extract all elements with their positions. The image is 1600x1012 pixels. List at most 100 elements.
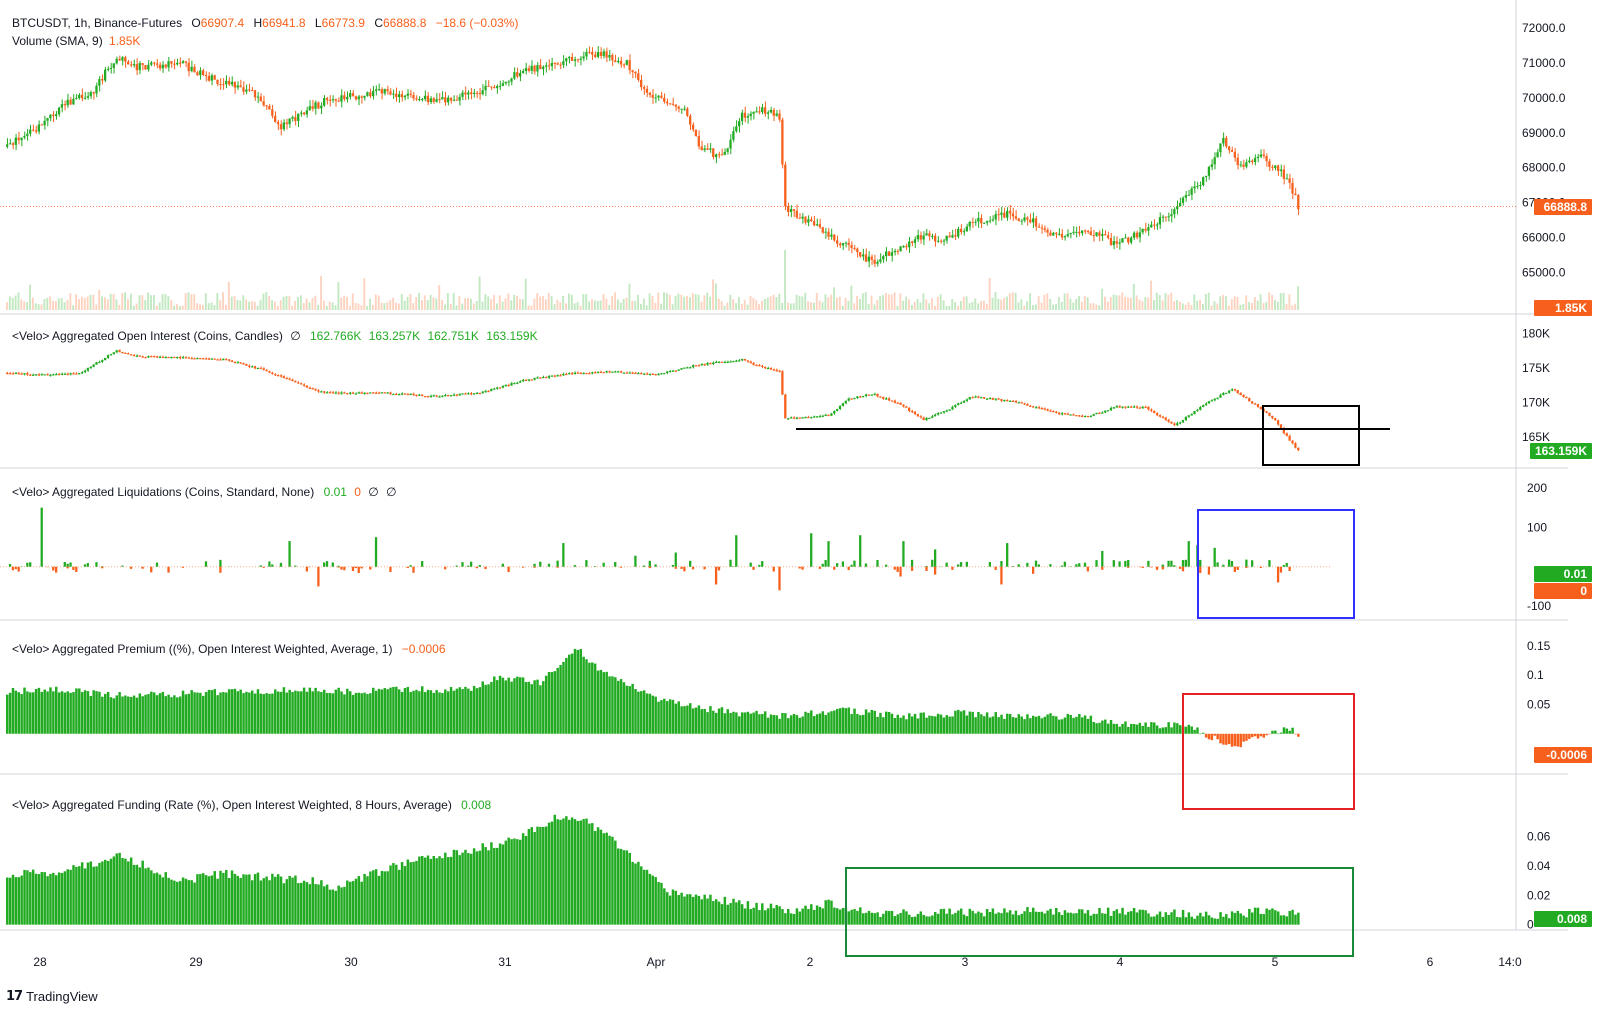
- price-candle: [1173, 209, 1176, 215]
- volume-bar: [331, 302, 334, 310]
- tradingview-watermark[interactable]: 𝟭𝟳 TradingView: [6, 988, 98, 1004]
- premium-bar: [34, 688, 38, 734]
- premium-bar: [1034, 716, 1038, 734]
- oi-candle: [608, 371, 611, 373]
- volume-bar: [219, 300, 222, 310]
- oi-candle: [965, 399, 968, 401]
- volume-bar: [1288, 294, 1291, 310]
- funding-bar: [1225, 914, 1228, 925]
- funding-bar: [887, 911, 891, 925]
- premium-bar: [1017, 714, 1021, 734]
- funding-bar: [78, 866, 81, 925]
- price-candle: [299, 112, 303, 114]
- funding-bar: [279, 876, 283, 925]
- price-candle: [694, 129, 698, 137]
- price-candle: [1129, 237, 1133, 243]
- oi-candle: [1274, 418, 1277, 421]
- oi-candle: [654, 374, 657, 376]
- volume-bar: [697, 294, 700, 310]
- premium-bar: [925, 717, 928, 734]
- premium-bar: [530, 684, 533, 734]
- oi-candle: [631, 372, 634, 374]
- funding-bar: [873, 913, 876, 925]
- volume-bar: [452, 293, 455, 310]
- oi-candle: [957, 403, 960, 406]
- premium-bar: [181, 690, 185, 734]
- price-candle: [216, 79, 219, 85]
- funding-bar: [233, 873, 237, 925]
- premium-bar: [1230, 733, 1234, 747]
- oi-candle: [674, 370, 677, 372]
- oi-candle: [749, 361, 752, 363]
- price-candle: [498, 85, 502, 87]
- oi-candle: [902, 404, 905, 407]
- oi-candle: [1075, 415, 1078, 417]
- premium-bar: [129, 696, 133, 734]
- funding-bar: [216, 878, 219, 925]
- funding-bar: [838, 909, 842, 925]
- volume-bar: [141, 295, 144, 310]
- price-axis-label: 72000.0: [1522, 21, 1566, 35]
- volume-bar: [236, 300, 239, 310]
- funding-bar: [905, 911, 908, 925]
- liq-long-bar: [1216, 562, 1219, 567]
- liq-long-bar: [959, 562, 963, 567]
- premium-bar: [409, 692, 412, 734]
- volume-bar: [957, 305, 959, 310]
- premium-bar: [170, 697, 173, 734]
- price-candle: [916, 235, 919, 240]
- oi-candle: [680, 368, 683, 370]
- volume-bar: [446, 292, 449, 310]
- price-candle: [899, 246, 902, 252]
- oi-candle: [204, 358, 208, 360]
- premium-bar: [735, 712, 738, 734]
- funding-bar: [129, 857, 133, 925]
- volume-tag: 1.85K: [1534, 300, 1592, 316]
- funding-bar: [591, 823, 594, 925]
- funding-bar: [616, 848, 620, 925]
- oi-candle: [945, 410, 948, 412]
- price-candle: [714, 154, 718, 158]
- funding-bar: [980, 912, 983, 925]
- oi-candle: [908, 407, 911, 411]
- funding-bar: [331, 889, 335, 925]
- premium-bar: [481, 681, 485, 734]
- oi-candle: [974, 396, 977, 398]
- volume-bar: [374, 294, 377, 310]
- liq-long-bar: [1161, 564, 1164, 567]
- price-candle: [573, 59, 577, 61]
- oi-candle: [1181, 419, 1185, 423]
- price-candle: [337, 100, 340, 102]
- premium-bar: [562, 661, 565, 734]
- premium-bar: [1274, 730, 1277, 734]
- premium-bar: [660, 700, 663, 734]
- volume-bar: [864, 292, 867, 310]
- liq-long-bar: [1034, 560, 1038, 567]
- premium-bar: [1043, 716, 1046, 734]
- price-candle: [340, 95, 343, 102]
- price-candle: [1294, 193, 1297, 196]
- price-candle: [697, 136, 700, 147]
- funding-bar: [974, 913, 977, 925]
- price-candle: [1259, 154, 1262, 157]
- volume-bar: [579, 305, 582, 310]
- premium-bar: [248, 692, 251, 734]
- premium-bar: [1150, 722, 1153, 734]
- price-candle: [363, 95, 366, 98]
- oi-candle: [556, 375, 559, 377]
- funding-bar: [308, 884, 312, 925]
- premium-bar: [838, 708, 842, 734]
- funding-bar: [397, 869, 401, 925]
- volume-bar: [386, 302, 389, 310]
- funding-bar: [1285, 916, 1289, 925]
- funding-bar: [449, 856, 453, 925]
- price-candle: [908, 241, 911, 248]
- premium-bar: [988, 717, 992, 734]
- funding-bar: [1063, 910, 1067, 925]
- funding-bar: [769, 903, 773, 925]
- volume-bar: [1089, 303, 1092, 310]
- premium-bar: [75, 688, 78, 734]
- liq-short-bar: [910, 566, 914, 571]
- premium-bar: [697, 705, 701, 734]
